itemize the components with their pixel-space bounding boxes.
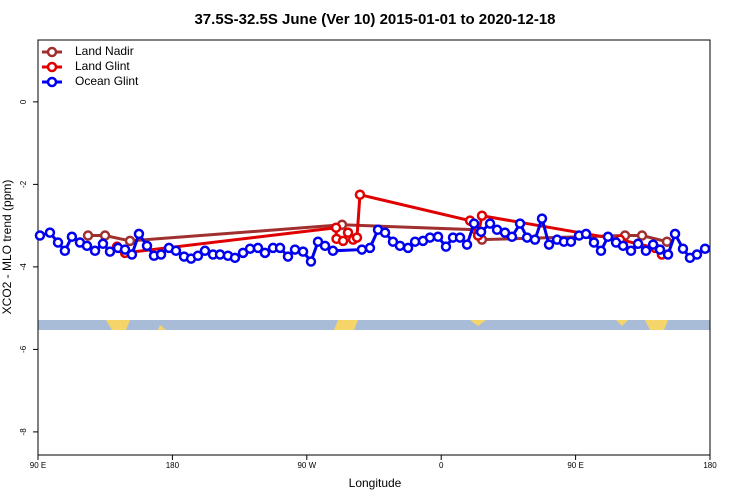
point: [475, 226, 487, 238]
point: [319, 240, 331, 252]
point: [59, 245, 71, 257]
point: [640, 245, 652, 257]
x-tick-label: 0: [439, 461, 444, 470]
x-tick-label: 180: [166, 461, 180, 470]
point: [305, 256, 317, 267]
y-tick-label: -4: [19, 263, 28, 271]
point: [602, 231, 614, 243]
point: [229, 252, 241, 264]
point: [104, 246, 116, 257]
point: [133, 228, 145, 240]
point: [588, 237, 600, 248]
point: [699, 243, 711, 254]
point: [44, 227, 56, 238]
point: [141, 240, 153, 252]
point: [354, 189, 366, 200]
point: [259, 247, 271, 259]
point: [99, 230, 111, 241]
point: [476, 210, 488, 221]
point: [52, 237, 64, 248]
point: [617, 240, 629, 252]
y-tick-label: 0: [19, 99, 28, 104]
x-tick-label: 90 E: [567, 461, 583, 470]
point: [282, 251, 294, 262]
legend-marker: [46, 46, 58, 58]
point: [432, 231, 444, 243]
point: [394, 240, 406, 252]
legend-label: Land Glint: [75, 59, 130, 73]
point: [661, 236, 673, 247]
point: [514, 218, 526, 229]
point: [654, 244, 666, 255]
y-tick-label: -2: [19, 180, 28, 188]
legend-marker: [46, 76, 58, 88]
y-tick-label: -8: [19, 428, 28, 436]
point: [379, 227, 391, 238]
point: [170, 245, 182, 257]
point: [543, 239, 555, 250]
point: [192, 250, 204, 262]
point: [632, 238, 644, 250]
legend-label: Land Nadir: [75, 44, 134, 58]
point: [662, 249, 674, 260]
point: [81, 240, 93, 252]
point: [89, 245, 101, 257]
x-tick-label: 90 W: [297, 461, 316, 470]
point: [252, 242, 264, 254]
point: [274, 242, 286, 254]
point: [66, 231, 78, 243]
legend-label: Ocean Glint: [75, 74, 139, 88]
y-axis-label: XCO2 - MLO trend (ppm): [0, 180, 14, 315]
point: [468, 218, 480, 229]
point: [647, 239, 659, 250]
point: [97, 238, 109, 250]
point: [669, 228, 681, 240]
point: [289, 244, 301, 255]
point: [424, 232, 436, 243]
point: [364, 242, 376, 254]
point: [506, 231, 518, 243]
point: [565, 236, 577, 247]
point: [34, 230, 46, 241]
point: [199, 245, 211, 257]
point: [356, 244, 368, 255]
point: [536, 213, 548, 224]
point: [625, 245, 637, 257]
x-axis-label: Longitude: [349, 476, 402, 490]
point: [214, 249, 226, 260]
point: [595, 245, 607, 257]
point: [529, 234, 541, 245]
point: [677, 243, 689, 254]
x-tick-label: 90 E: [30, 461, 46, 470]
point: [402, 242, 414, 254]
point: [126, 249, 138, 260]
point: [82, 230, 94, 241]
point: [691, 249, 703, 260]
legend-marker: [46, 61, 58, 73]
point: [461, 239, 473, 250]
point: [484, 218, 496, 229]
point: [155, 249, 167, 260]
chart-title: 37.5S-32.5S June (Ver 10) 2015-01-01 to …: [194, 11, 555, 28]
y-tick-label: -6: [19, 345, 28, 353]
point: [119, 244, 131, 255]
point: [580, 228, 592, 240]
point: [342, 227, 354, 238]
point: [440, 241, 452, 252]
point: [297, 246, 309, 257]
point: [636, 230, 648, 241]
point: [351, 232, 363, 243]
point: [454, 232, 466, 243]
map-strip: [38, 320, 710, 330]
point: [327, 245, 339, 257]
point: [330, 222, 342, 233]
point: [124, 235, 136, 247]
x-tick-label: 180: [703, 461, 717, 470]
point: [337, 235, 349, 247]
